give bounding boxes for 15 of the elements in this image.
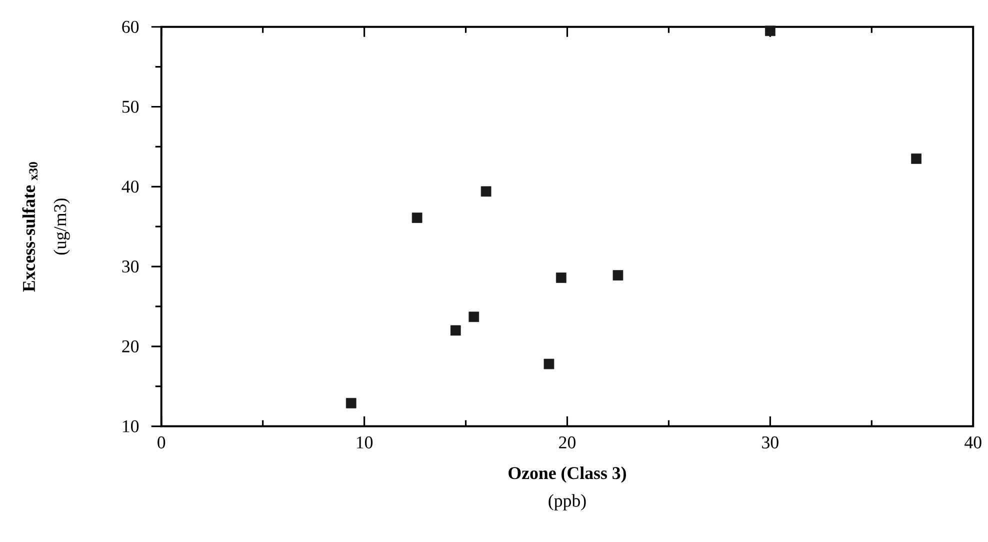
x-tick-label: 40 (964, 436, 982, 449)
x-axis-title: Ozone (Class 3) (508, 466, 626, 483)
y-tick-label: 50 (122, 100, 139, 113)
x-tick-label: 10 (356, 436, 373, 449)
y-tick-label: 60 (122, 20, 139, 33)
text: (ug/m3) (54, 198, 70, 255)
text: (ppb) (548, 494, 586, 510)
y-tick-label: 20 (122, 340, 139, 353)
x-tick-label: 0 (158, 436, 166, 449)
y-tick-label: 10 (122, 420, 139, 432)
y-tick-label: 40 (122, 180, 139, 193)
x-tick-label: 30 (762, 436, 778, 449)
y-axis-title: Excess-sulfate $_{x30}$ (22, 162, 38, 292)
y-tick-label: 30 (122, 260, 139, 273)
x-tick-label: 20 (559, 436, 576, 449)
